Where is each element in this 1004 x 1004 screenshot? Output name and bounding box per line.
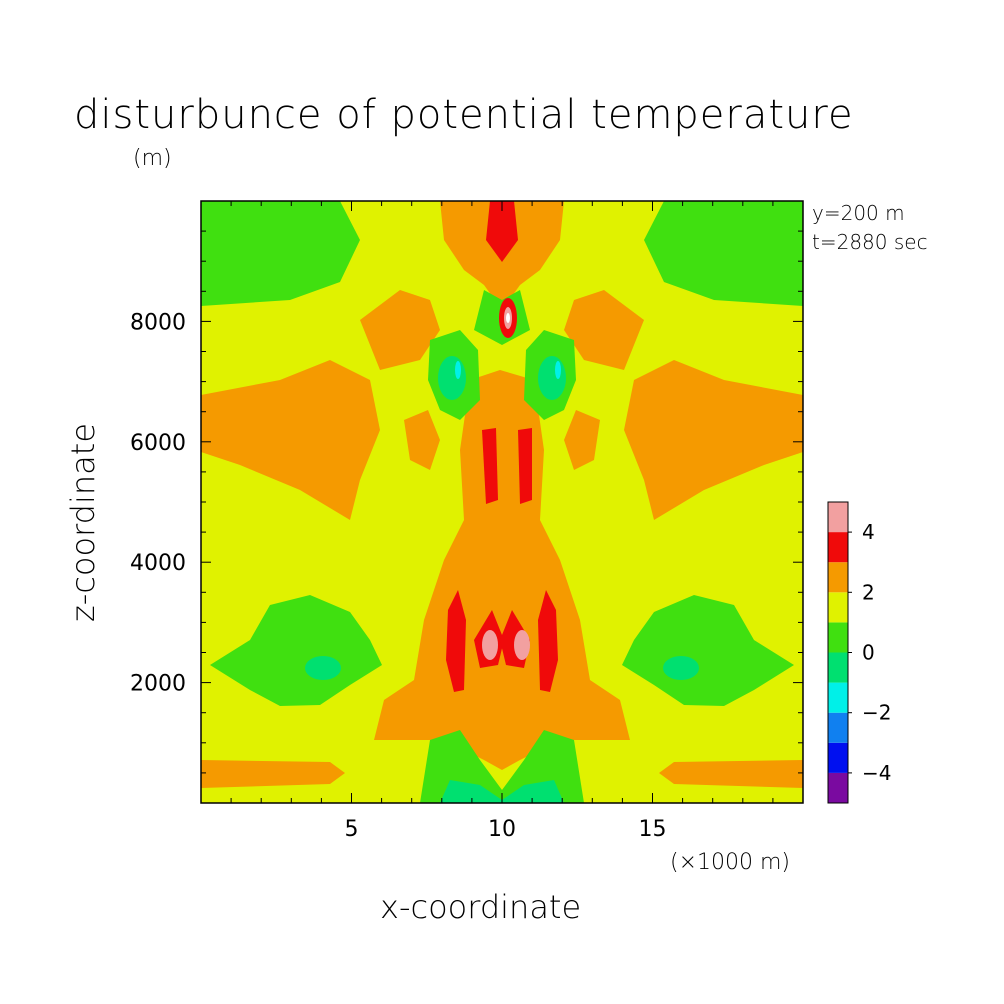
region-cool-topright xyxy=(644,201,803,306)
colorbar-tick-label: 2 xyxy=(862,580,875,604)
colorbar-swatch xyxy=(828,742,848,773)
region-cool-lowerleft xyxy=(210,595,382,706)
region-warm-right xyxy=(624,360,803,520)
colorbar-swatch xyxy=(828,712,848,743)
region-cool-topleft xyxy=(201,201,360,306)
region-max-8000-center xyxy=(506,313,510,323)
y-axis-unit: (m) xyxy=(133,146,172,171)
region-hot-lowleft xyxy=(446,590,466,692)
colorbar-tick-label: −2 xyxy=(862,701,891,725)
chart-title: disturbunce of potential temperature xyxy=(74,92,854,138)
region-warm-left xyxy=(201,360,380,520)
region-warm-midleft xyxy=(404,410,440,470)
region-coolest-midright xyxy=(538,356,566,400)
region-warm-upperright xyxy=(564,290,644,370)
annotation-t: t=2880 sec xyxy=(812,230,928,254)
y-tick-label: 2000 xyxy=(130,672,186,697)
x-axis-label: x-coordinate xyxy=(380,888,582,926)
x-tick-label: 10 xyxy=(488,817,516,842)
region-hot-column-left xyxy=(482,428,498,504)
colorbar-swatch xyxy=(828,532,848,563)
region-warm-midright xyxy=(564,410,600,470)
region-max-core-left xyxy=(482,630,498,660)
region-coolest-midleft xyxy=(438,356,466,400)
region-coolest-lowerleft xyxy=(305,656,341,680)
region-warm-bottomleft xyxy=(201,760,345,788)
colorbar-swatch xyxy=(828,502,848,533)
region-coolest-lowerright xyxy=(663,656,699,680)
region-warm-upperleft xyxy=(360,290,440,370)
colorbar-tick-label: −4 xyxy=(862,761,891,785)
axis-ticks: 5 10 15 2000 4000 6000 8000 xyxy=(130,201,803,842)
colorbar-swatch xyxy=(828,562,848,593)
region-warm-center xyxy=(374,370,630,770)
region-coolest-bottom xyxy=(440,780,564,803)
region-hot-lowright xyxy=(538,590,558,692)
y-axis-label: z-coordinate xyxy=(64,422,102,622)
colorbar-swatch xyxy=(828,682,848,713)
colorbar: −4 −2 0 2 4 xyxy=(827,501,891,804)
colorbar-swatch xyxy=(828,592,848,623)
region-hot-column-top xyxy=(486,201,518,262)
region-hot-column-right xyxy=(518,428,532,504)
region-cool-lowerright xyxy=(622,595,794,706)
colorbar-swatch xyxy=(828,622,848,653)
annotation-y: y=200 m xyxy=(812,201,905,225)
y-tick-label: 6000 xyxy=(130,431,186,456)
colorbar-swatch xyxy=(828,652,848,683)
x-tick-label: 5 xyxy=(345,817,359,842)
colorbar-tick-label: 4 xyxy=(862,520,875,544)
colorbar-tick-label: 0 xyxy=(862,641,875,665)
x-tick-label: 15 xyxy=(639,817,667,842)
region-max-core-right xyxy=(514,630,530,660)
region-warm-bottomright xyxy=(659,760,803,788)
region-negative-midleft xyxy=(455,361,461,379)
colorbar-swatch xyxy=(828,772,848,803)
region-negative-midright xyxy=(555,361,561,379)
y-tick-label: 4000 xyxy=(130,551,186,576)
x-axis-unit: (×1000 m) xyxy=(670,850,791,875)
y-tick-label: 8000 xyxy=(130,310,186,335)
